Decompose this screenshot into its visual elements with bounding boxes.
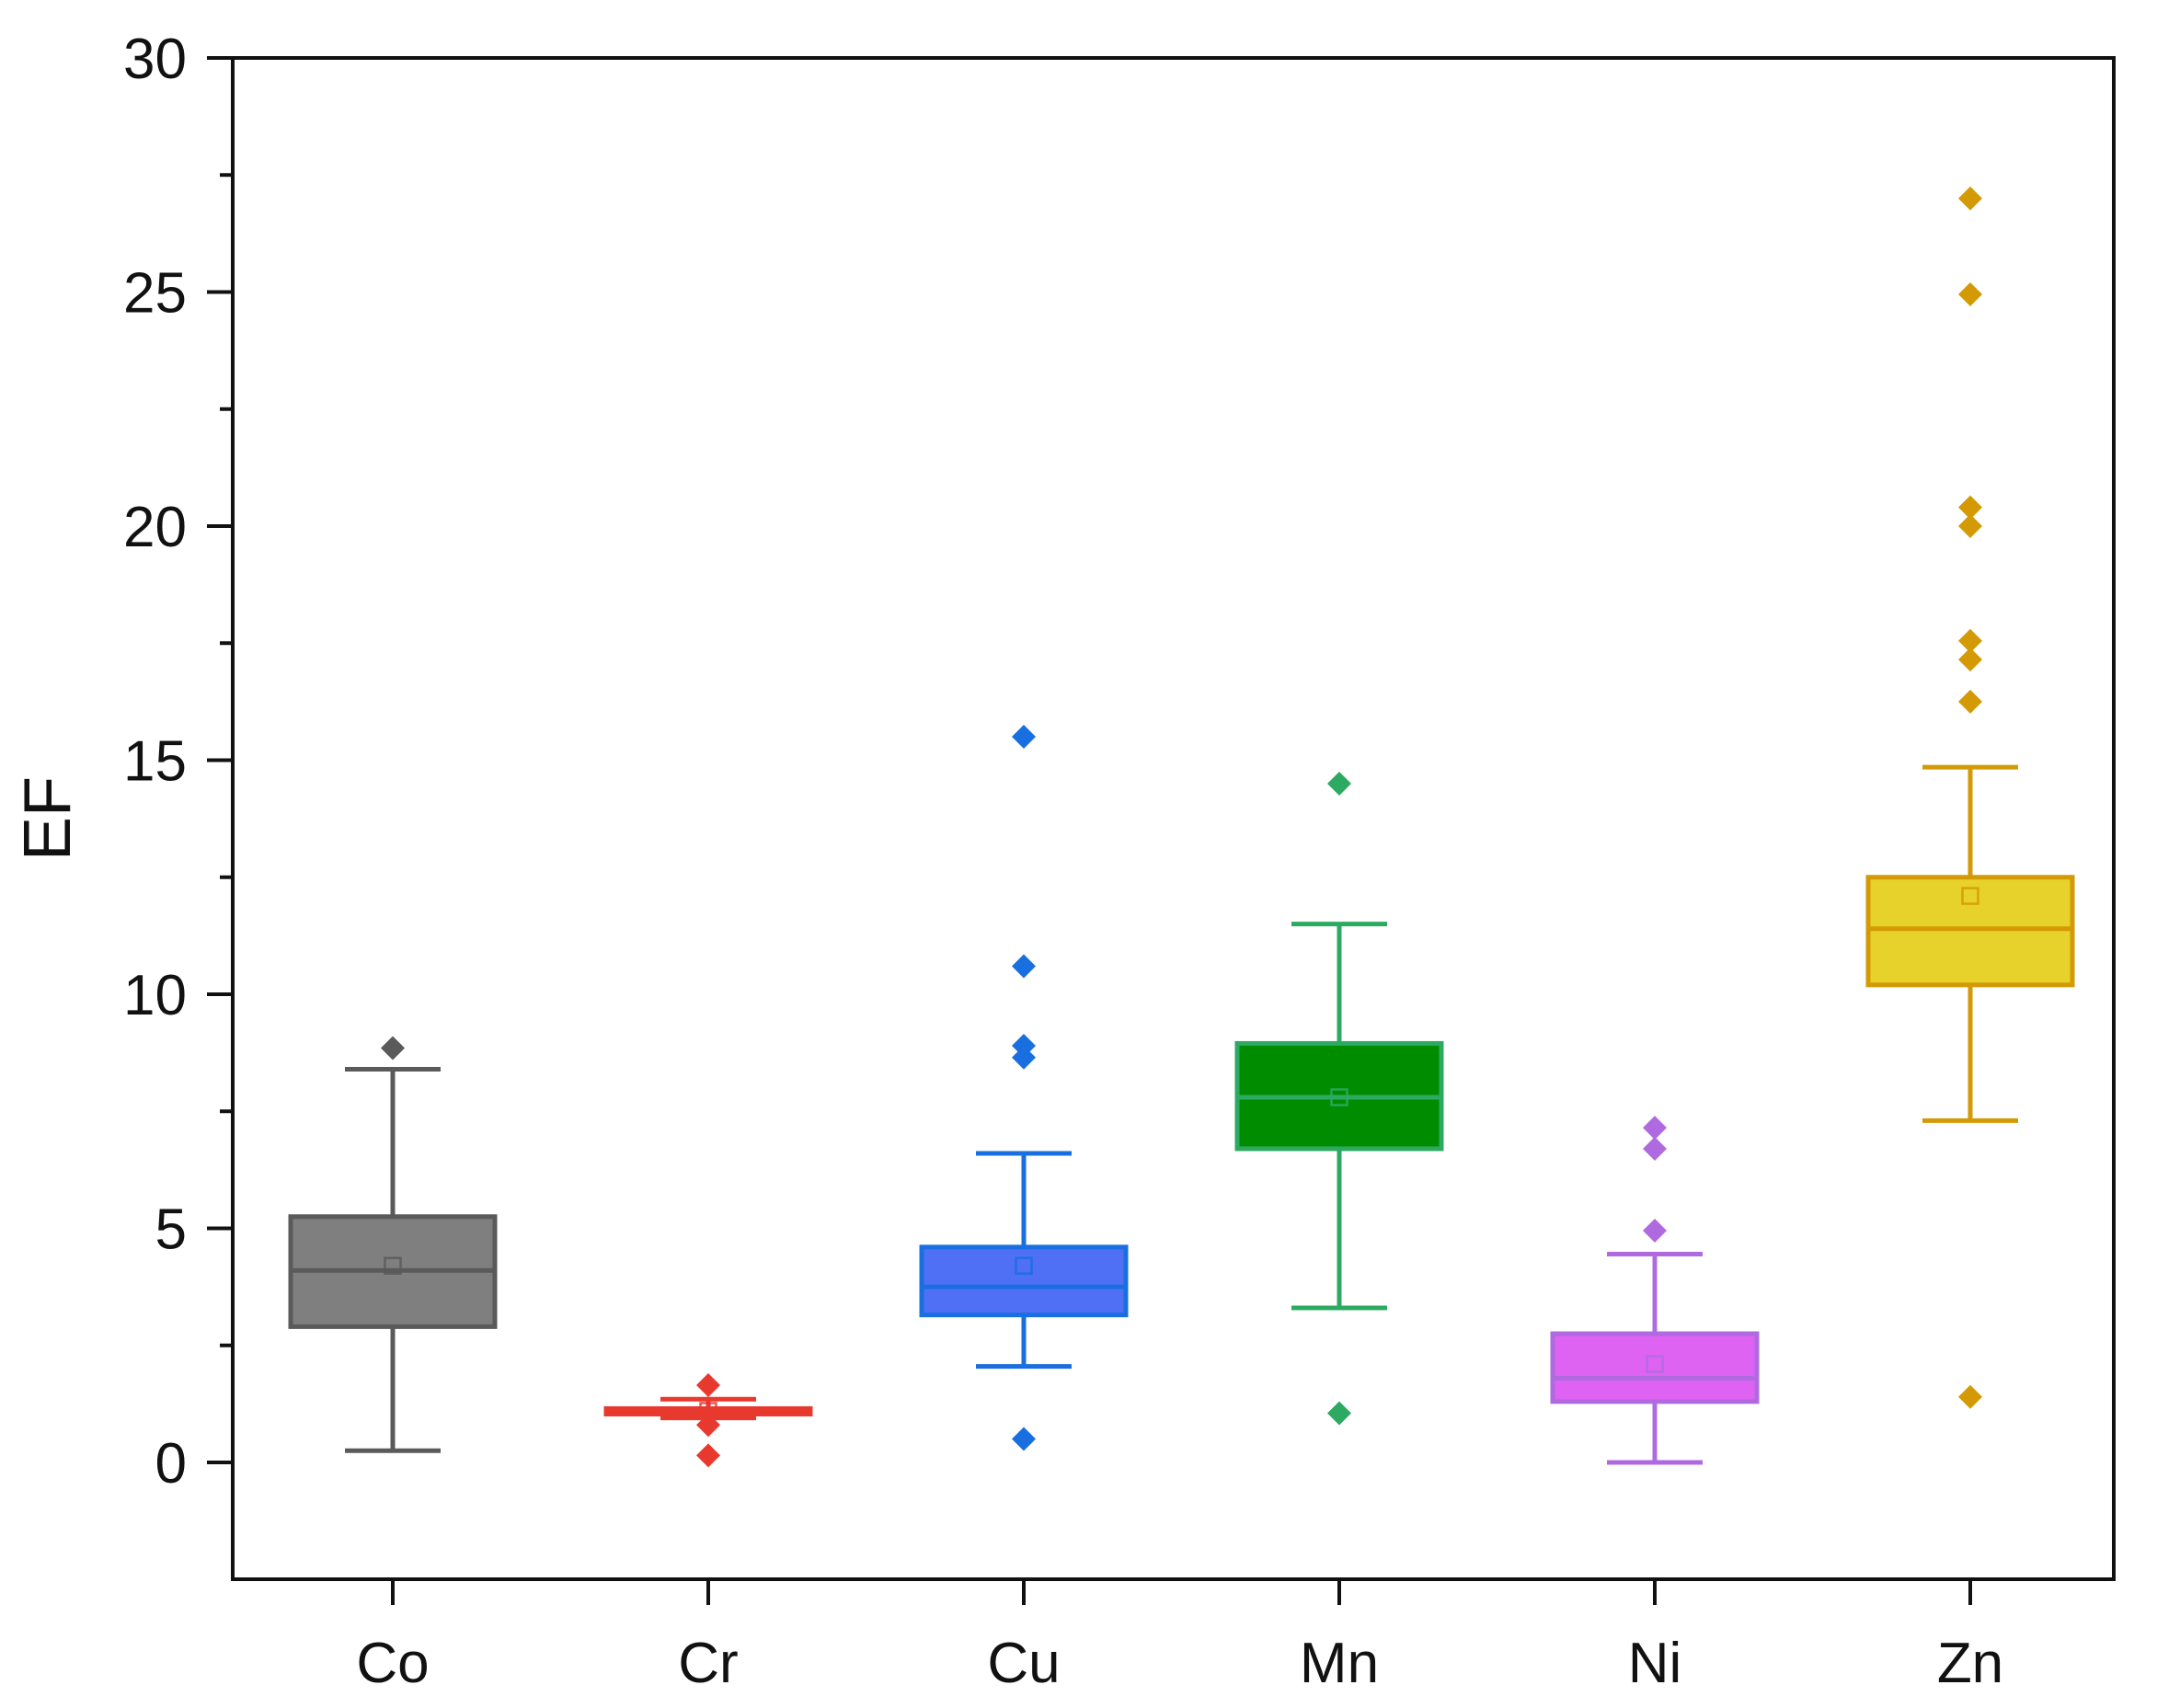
mean-marker-mn	[1330, 1088, 1348, 1106]
outlier-point-zn	[1958, 282, 1982, 307]
y-tick-label: 25	[123, 262, 187, 326]
outlier-point-cr	[696, 1443, 720, 1468]
y-tick-label: 15	[123, 730, 187, 794]
box-group-cr	[603, 1373, 813, 1468]
x-tick-label-mn: Mn	[1300, 1632, 1379, 1695]
outlier-point-cr	[696, 1373, 720, 1398]
x-tick-label-cu: Cu	[987, 1632, 1060, 1695]
y-axis: 0 5 10 15 20 25 30	[123, 28, 233, 1496]
outlier-point-zn	[1958, 689, 1982, 714]
mean-marker-ni	[1646, 1355, 1664, 1373]
outlier-point-cu	[1012, 1045, 1036, 1070]
y-tick-label: 0	[155, 1432, 187, 1496]
x-axis: Co Cr Cu Mn Ni Zn	[356, 1579, 2003, 1695]
box-group-cu	[919, 725, 1129, 1451]
outlier-point-mn	[1327, 1401, 1351, 1426]
outlier-point-zn	[1958, 1384, 1982, 1409]
mean-marker-co	[384, 1256, 402, 1275]
outlier-point-zn	[1958, 186, 1982, 211]
plot-frame	[231, 56, 2116, 1581]
y-tick-label: 30	[123, 28, 187, 91]
outlier-point-ni	[1643, 1116, 1667, 1141]
box-group-ni	[1550, 1116, 1760, 1465]
outlier-point-cr	[696, 1413, 720, 1438]
x-tick-label-zn: Zn	[1937, 1632, 2003, 1695]
x-tick-label-ni: Ni	[1628, 1632, 1682, 1695]
chart-marks	[288, 186, 2075, 1468]
y-tick-label: 20	[123, 496, 187, 559]
y-axis-title: EF	[11, 776, 85, 861]
outlier-point-zn	[1958, 495, 1982, 520]
mean-marker-cu	[1015, 1256, 1033, 1275]
outlier-point-ni	[1643, 1136, 1667, 1161]
box-group-mn	[1234, 771, 1444, 1426]
outlier-point-cu	[1012, 954, 1036, 979]
box-ni	[1550, 1331, 1760, 1404]
outlier-point-ni	[1643, 1219, 1667, 1244]
box-group-zn	[1865, 186, 2075, 1409]
box-zn	[1865, 875, 2075, 988]
outlier-point-cu	[1012, 1427, 1036, 1451]
outlier-point-co	[381, 1036, 405, 1060]
outlier-point-zn	[1958, 628, 1982, 653]
box-group-co	[288, 1036, 498, 1453]
outlier-point-mn	[1327, 771, 1351, 796]
mean-marker-zn	[1961, 887, 1979, 905]
x-tick-label-cr: Cr	[678, 1632, 738, 1695]
outlier-point-zn	[1958, 514, 1982, 538]
outlier-point-cu	[1012, 725, 1036, 750]
y-tick-label: 10	[123, 964, 187, 1027]
x-tick-label-co: Co	[356, 1632, 429, 1695]
y-tick-label: 5	[155, 1198, 187, 1262]
outlier-point-zn	[1958, 648, 1982, 672]
